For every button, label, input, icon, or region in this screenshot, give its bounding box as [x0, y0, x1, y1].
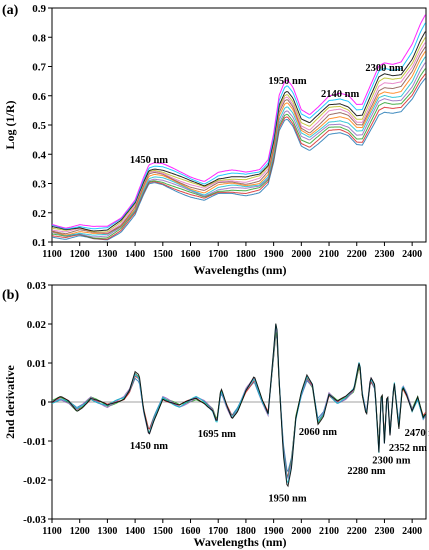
x-tick-label: 1900: [264, 249, 284, 260]
x-tick-label: 2000: [291, 249, 311, 260]
x-tick-label: 2200: [347, 526, 367, 537]
spectrum-line: [51, 62, 426, 238]
y-tick-label: 0.5: [32, 120, 46, 132]
peak-annotation: 2280 nm: [347, 466, 385, 477]
spectrum-line: [51, 22, 426, 230]
x-tick-label: 2300: [374, 526, 394, 537]
x-tick-label: 1200: [70, 249, 90, 260]
peak-annotation: 2470 nm: [405, 428, 429, 439]
peak-annotation: 2300 nm: [372, 456, 410, 467]
x-axis-label-b: Wavelengths (nm): [194, 535, 287, 549]
spectrum-line: [51, 51, 426, 236]
x-tick-label: 1300: [97, 249, 117, 260]
x-tick-label: 2400: [402, 526, 422, 537]
spectrum-line: [51, 31, 426, 232]
y-tick-label: 0.8: [32, 32, 46, 44]
x-tick-label: 1700: [208, 526, 228, 537]
y-tick-label: 0: [41, 397, 47, 409]
x-tick-label: 1400: [125, 249, 145, 260]
panel-label-a: (a): [2, 3, 19, 18]
x-tick-label: 1600: [181, 249, 201, 260]
peak-annotation: 1450 nm: [130, 441, 168, 452]
peak-annotation: 2352 nm: [389, 443, 427, 454]
y-tick-label: -0.02: [23, 475, 46, 487]
peak-annotation: 1950 nm: [268, 493, 306, 504]
x-tick-label: 2000: [291, 526, 311, 537]
y-tick-label: 0.7: [32, 62, 46, 74]
y-tick-label: 0.01: [27, 358, 46, 370]
peak-annotation: 1695 nm: [198, 429, 236, 440]
y-tick-label: 0.03: [27, 280, 47, 292]
x-tick-label: 1200: [70, 526, 90, 537]
x-tick-label: 1900: [264, 526, 284, 537]
x-tick-label: 1300: [97, 526, 117, 537]
y-axis-label-a: Log (1/R): [3, 101, 17, 150]
x-tick-label: 2200: [347, 249, 367, 260]
x-tick-label: 1100: [42, 526, 61, 537]
peak-annotation: 1450 nm: [130, 155, 168, 166]
peak-annotation: 1950 nm: [268, 76, 306, 87]
chart-panel-b: -0.03 -0.02 -0.01 0 0.01 0.02 0.03 1100 1200 130…: [23, 280, 429, 537]
spectrum-line: [51, 56, 426, 236]
x-tick-label: 1600: [181, 526, 201, 537]
spectrum-line: [51, 323, 426, 488]
x-axis-label-a: Wavelengths (nm): [194, 263, 287, 277]
spectrum-line: [51, 327, 426, 480]
spectrum-line: [51, 77, 426, 241]
spectrum-line: [51, 42, 426, 234]
x-tick-label: 2400: [402, 249, 422, 260]
x-tick-label: 1800: [236, 249, 256, 260]
x-tick-label: 1100: [42, 249, 61, 260]
y-tick-label: 0.6: [32, 91, 46, 103]
spectrum-line: [51, 68, 426, 239]
y-tick-label: -0.01: [23, 436, 46, 448]
y-tick-label: 0.9: [32, 3, 46, 15]
x-tick-label: 2100: [319, 526, 339, 537]
x-tick-label: 1500: [153, 249, 173, 260]
y-axis-label-b: 2nd derivative: [3, 364, 17, 438]
chart-panel-a: 0.1 0.2 0.3 0.4 0.5 0.6 0.7 0.8 0.9 1100 1200 1300…: [32, 3, 427, 260]
plot-frame-a: [51, 7, 427, 243]
spectrum-line: [51, 73, 426, 240]
x-tick-label: 2100: [319, 249, 339, 260]
x-tick-label: 1500: [153, 526, 173, 537]
peak-annotation: 2300 nm: [365, 63, 403, 74]
spectrum-line: [51, 334, 426, 473]
x-tick-label: 1700: [208, 249, 228, 260]
panel-label-b: (b): [2, 288, 19, 303]
x-tick-label: 1400: [125, 526, 145, 537]
spectrum-line: [51, 46, 426, 235]
peak-annotation: 2060 nm: [299, 427, 337, 438]
y-tick-label: 0.4: [32, 149, 46, 161]
x-tick-label: 1800: [236, 526, 256, 537]
y-tick-label: 0.1: [32, 237, 46, 249]
spectrum-line: [51, 14, 426, 229]
x-tick-label: 2300: [374, 249, 394, 260]
y-tick-label: 0.3: [32, 179, 46, 191]
y-tick-label: -0.03: [23, 514, 46, 526]
spectrum-line: [51, 37, 426, 233]
peak-annotation: 2140 nm: [321, 89, 359, 100]
y-tick-label: 0.02: [27, 319, 47, 331]
y-tick-label: 0.2: [32, 208, 46, 220]
